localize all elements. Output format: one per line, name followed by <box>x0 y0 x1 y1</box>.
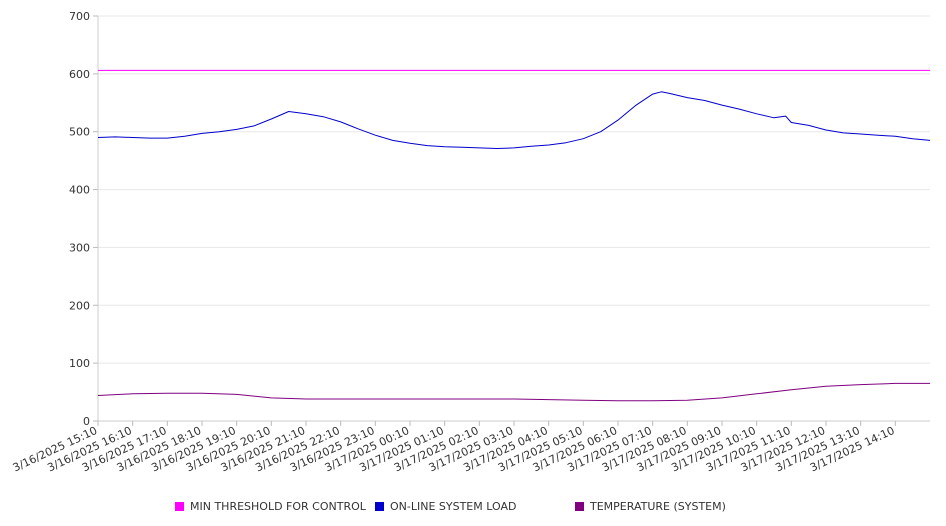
legend: MIN THRESHOLD FOR CONTROL ON-LINE SYSTEM… <box>0 497 946 515</box>
y-tick-label: 600 <box>69 68 90 81</box>
legend-item-min-threshold[interactable]: MIN THRESHOLD FOR CONTROL <box>175 497 366 515</box>
legend-label-system-load: ON-LINE SYSTEM LOAD <box>390 499 517 513</box>
series-line-temperature <box>97 382 930 402</box>
y-axis: 0 100 200 300 400 500 600 700 <box>69 10 99 428</box>
legend-swatch-temperature <box>575 501 584 511</box>
legend-label-temperature: TEMPERATURE (SYSTEM) <box>590 499 726 513</box>
legend-item-system-load[interactable]: ON-LINE SYSTEM LOAD <box>375 497 516 515</box>
y-tick-label: 0 <box>83 415 90 428</box>
legend-swatch-min-threshold <box>175 501 184 511</box>
y-tick-label: 400 <box>69 184 90 197</box>
series-line-system-load <box>97 91 931 149</box>
line-chart: 0 100 200 300 400 500 600 700 3/16/2025 15:103/… <box>11 10 931 474</box>
gridlines <box>98 15 930 422</box>
y-tick-label: 200 <box>69 299 90 312</box>
y-tick-label: 300 <box>69 241 90 254</box>
legend-swatch-system-load <box>375 501 384 511</box>
legend-item-temperature[interactable]: TEMPERATURE (SYSTEM) <box>575 497 726 515</box>
y-tick-label: 700 <box>69 10 90 23</box>
series-lines <box>97 69 931 402</box>
x-axis: 3/16/2025 15:103/16/2025 16:103/16/2025 … <box>11 421 897 474</box>
legend-label-min-threshold: MIN THRESHOLD FOR CONTROL <box>190 499 366 513</box>
y-tick-label: 100 <box>69 357 90 370</box>
y-tick-label: 500 <box>69 126 90 139</box>
